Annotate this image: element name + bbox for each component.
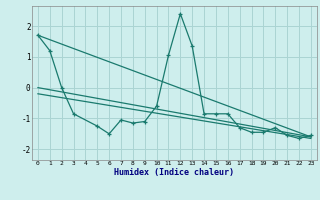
X-axis label: Humidex (Indice chaleur): Humidex (Indice chaleur) (115, 168, 234, 177)
